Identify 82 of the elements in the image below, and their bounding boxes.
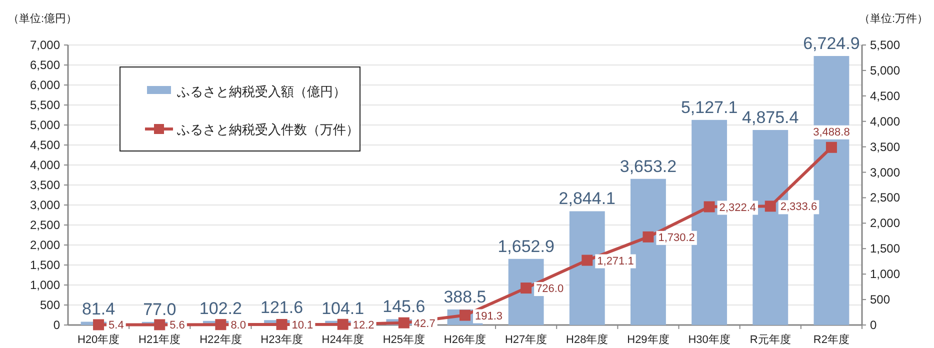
point [215,319,226,330]
data-label: 5.6 [170,320,185,332]
legend-label: ふるさと納税受入額（億円） [176,84,346,99]
point [337,318,348,330]
x-tick-label: H30年度 [688,333,730,346]
y-tick-label: 3,000 [30,198,60,212]
y-tick-label: 1,000 [30,278,60,292]
data-label: 726.0 [536,283,564,296]
data-label: 104.1 [322,298,364,318]
point [276,318,288,330]
data-label: 191.3 [475,310,503,322]
y2-tick-label: 2,000 [870,216,900,230]
y2-tick-label: 1,000 [870,267,900,282]
y-axis-title: （単位:億円） [8,12,78,25]
x-tick-label: H26年度 [444,333,486,346]
y2-tick-label: 3,500 [870,140,900,154]
data-label: 2,322.4 [719,202,756,214]
data-label: 1,652.9 [498,236,554,256]
x-tick-label: H20年度 [77,333,120,346]
y-tick-label: 6,500 [30,58,60,72]
y-tick-label: 2,000 [30,238,60,252]
point [93,319,104,330]
y-tick-label: 5,000 [30,118,60,132]
data-label: 121.6 [260,298,304,318]
data-label: 3,488.8 [813,126,850,138]
y2-tick-label: 3,000 [870,165,900,180]
data-label: 388.5 [444,287,486,306]
x-tick-label: H28年度 [566,333,608,346]
point [764,200,776,212]
data-label: 77.0 [143,300,176,319]
point [398,317,410,328]
data-label: 5,127.1 [680,98,738,117]
y-tick-label: 4,000 [30,158,60,172]
y2-tick-label: 2,500 [870,190,900,205]
y2-tick-label: 5,500 [870,38,900,52]
data-label: 6,724.9 [803,34,860,54]
y-tick-label: 5,500 [30,98,60,112]
y2-tick-label: 4,500 [870,88,900,103]
y-tick-label: 6,000 [30,78,60,92]
data-label: 5.4 [108,320,124,332]
y2-tick-label: 1,500 [870,242,900,256]
x-tick-label: H23年度 [260,333,303,346]
data-label: 4,875.4 [742,108,799,127]
data-label: 102.2 [199,298,242,318]
y2-axis-title: （単位:万件） [858,13,928,25]
x-tick-label: H25年度 [382,333,426,346]
y2-tick-label: 0 [870,318,877,332]
y-tick-label: 2,500 [30,218,60,232]
legend-label: ふるさと納税受入件数（万件） [176,122,359,137]
y-tick-label: 500 [40,298,60,312]
point [826,142,837,153]
data-label: 10.1 [292,319,314,332]
y-tick-label: 1,500 [30,258,60,272]
y-tick-label: 7,000 [30,38,60,52]
data-label: 8.0 [230,320,246,332]
point [704,201,715,212]
data-label: 2,333.6 [780,201,818,214]
data-label: 1,730.2 [658,232,695,244]
x-tick-label: R2年度 [813,333,850,346]
x-tick-label: H22年度 [200,333,242,346]
data-label: 1,271.1 [597,255,634,268]
data-label: 3,653.2 [620,156,677,176]
x-tick-label: H21年度 [138,333,181,346]
x-tick-label: H24年度 [322,333,364,346]
x-tick-label: H29年度 [627,333,670,346]
data-label: 2,844.1 [558,189,616,208]
data-label: 81.4 [82,300,116,319]
point [154,319,166,330]
y2-tick-label: 5,000 [870,63,900,78]
point [582,254,593,266]
data-label: 145.6 [382,297,426,316]
point [642,231,654,242]
x-tick-label: H27年度 [504,333,548,346]
point [520,282,532,294]
data-label: 42.7 [414,318,436,330]
y2-tick-label: 500 [870,292,890,307]
y2-tick-label: 4,000 [870,114,900,128]
x-tick-label: R元年度 [750,333,791,346]
y-tick-label: 4,500 [30,138,60,152]
y-tick-label: 3,500 [30,178,60,192]
y-tick-label: 0 [53,318,60,332]
data-label: 12.2 [352,319,374,332]
